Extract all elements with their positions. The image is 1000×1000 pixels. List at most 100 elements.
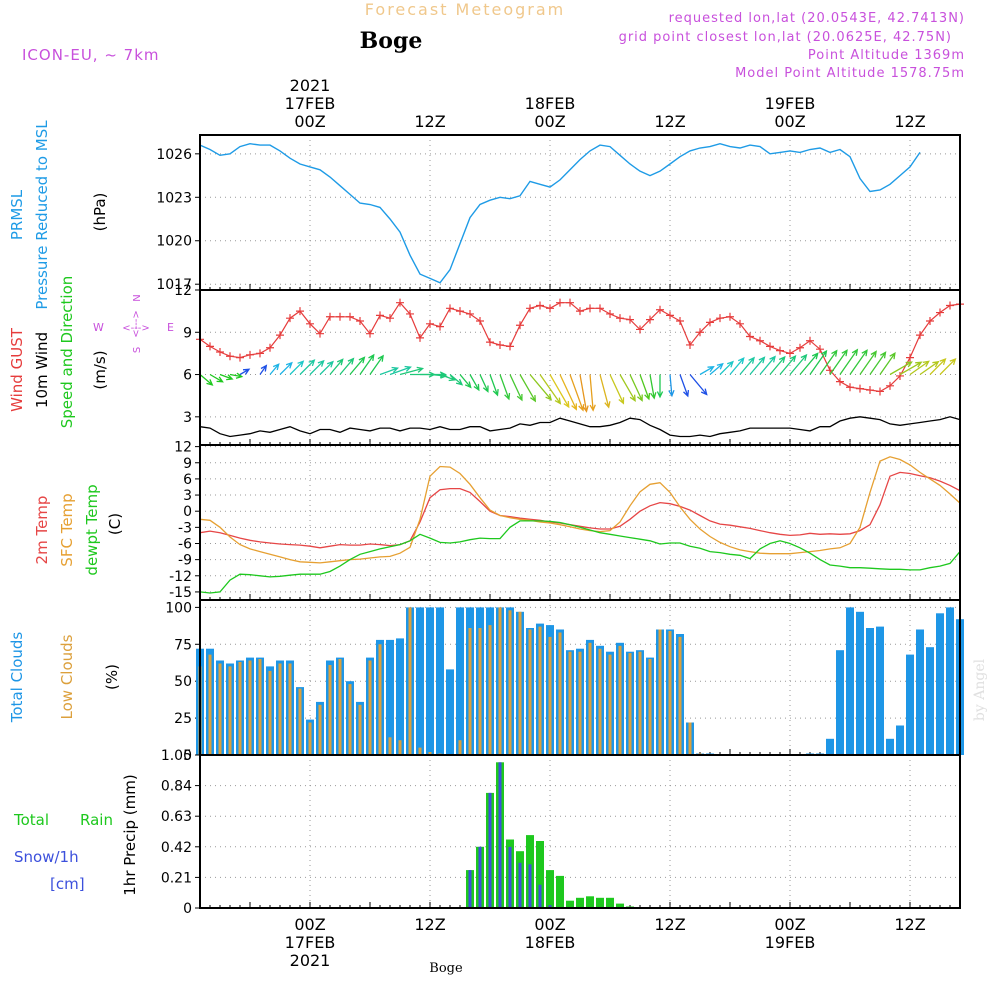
y-tick-label: 0.84	[161, 779, 192, 795]
gust-marker	[236, 353, 244, 362]
y-tick-label: 1020	[156, 234, 192, 250]
wind-arrow	[369, 354, 384, 375]
wind-arrow	[269, 363, 280, 375]
wind-arrow	[939, 358, 957, 375]
gust-marker	[756, 336, 764, 345]
gust-marker	[786, 349, 794, 358]
pressure-line	[199, 142, 921, 284]
low-cloud-bar	[358, 704, 362, 755]
low-cloud-bar	[378, 644, 382, 755]
panel-pressure: 1017 1020 1023 1026	[156, 135, 961, 293]
gust-marker	[926, 317, 934, 325]
wind-arrow	[289, 360, 305, 375]
clouds-label-low: Low Clouds	[58, 634, 76, 719]
wind-arrow	[779, 355, 797, 375]
time-label-bottom: 12Z	[654, 915, 685, 934]
y-tick-label: -12	[169, 569, 192, 585]
gust-marker	[246, 350, 254, 359]
gust-marker	[716, 314, 724, 323]
gust-marker	[686, 340, 694, 349]
requested-coords: requested lon,lat (20.0543E, 42.7413N)	[669, 11, 965, 26]
low-cloud-bar	[468, 628, 472, 755]
precip-total-bar	[606, 897, 614, 908]
low-cloud-bar	[308, 722, 312, 755]
total-cloud-bar	[846, 607, 854, 755]
gust-marker	[676, 317, 684, 325]
wind-arrow	[729, 357, 745, 375]
gust-marker	[296, 307, 304, 316]
gust-marker	[866, 386, 874, 395]
wind-arrow	[919, 360, 940, 376]
wind-arrow	[299, 359, 316, 375]
y-tick-label: 0	[183, 901, 192, 917]
wind-arrow	[629, 374, 643, 402]
precip-total-bar	[576, 897, 584, 908]
compass-north: N	[132, 294, 143, 301]
gust-marker	[696, 328, 704, 337]
low-cloud-bar	[288, 663, 292, 755]
gust-marker	[666, 311, 674, 320]
gust-marker	[486, 338, 494, 347]
gust-marker	[306, 319, 314, 328]
precip-total-bar	[556, 875, 564, 908]
y-tick-label: -6	[178, 536, 192, 552]
total-cloud-bar	[876, 626, 884, 755]
total-cloud-bar	[436, 607, 444, 755]
y-tick-label: 12	[174, 283, 192, 299]
wind-arrow	[789, 353, 808, 375]
time-label-bottom: 2021	[290, 951, 331, 970]
low-cloud-bar	[408, 607, 412, 755]
wind-label-gust: Wind GUST	[8, 327, 26, 412]
gust-marker	[346, 312, 354, 321]
wind-arrow	[259, 364, 268, 375]
low-cloud-bar	[498, 607, 502, 755]
low-cloud-bar	[528, 629, 532, 755]
low-cloud-bar	[268, 670, 272, 755]
gust-marker	[706, 318, 714, 327]
wind-arrow	[649, 374, 657, 400]
snow-bar	[518, 862, 522, 908]
temp-label-2m: 2m Temp	[33, 496, 51, 565]
gust-marker	[806, 336, 814, 345]
wind-arrow	[769, 355, 786, 375]
snow-bar	[538, 884, 542, 908]
low-cloud-bar	[688, 722, 692, 755]
legend-rain: Rain	[80, 811, 113, 829]
gust-marker	[496, 340, 504, 349]
low-cloud-bar	[588, 642, 592, 755]
wind-arrow	[749, 356, 766, 375]
wind-arrow	[459, 374, 472, 389]
low-cloud-bar	[398, 740, 402, 755]
gust-marker	[726, 312, 734, 321]
total-cloud-bar	[446, 669, 454, 755]
time-label-top: 00Z	[294, 112, 325, 131]
time-label-bottom: 00Z	[774, 915, 805, 934]
wind-arrow	[709, 362, 724, 375]
gust-marker	[256, 349, 264, 358]
gust-marker	[576, 307, 584, 316]
time-label-bottom: 17FEB	[285, 933, 336, 952]
wind-arrow	[719, 360, 734, 375]
legend-snow: Snow/1h	[14, 848, 79, 866]
wind-arrow	[339, 357, 355, 375]
y-tick-label: 1023	[156, 190, 192, 206]
gust-marker	[286, 314, 294, 323]
model-altitude: Model Point Altitude 1578.75m	[735, 66, 965, 81]
total-cloud-bar	[826, 738, 834, 755]
y-tick-label: 100	[165, 600, 192, 616]
gust-marker	[886, 381, 894, 390]
wind-arrow	[829, 349, 848, 375]
gust-marker	[556, 298, 564, 307]
wind-arrow	[819, 349, 838, 375]
time-label-top: 00Z	[534, 112, 565, 131]
y-tick-label: 9	[183, 325, 192, 341]
location-title: Boge	[360, 28, 423, 54]
wind-arrow	[209, 373, 224, 383]
wind-arrow	[859, 350, 877, 375]
chart-title: Forecast Meteogram	[365, 0, 565, 19]
y-tick-label: 0.21	[161, 870, 192, 886]
gust-marker	[206, 342, 214, 351]
compass-west: W	[93, 321, 104, 334]
gust-marker	[616, 314, 624, 323]
precip-axis-label: 1hr Precip (mm)	[121, 774, 139, 895]
